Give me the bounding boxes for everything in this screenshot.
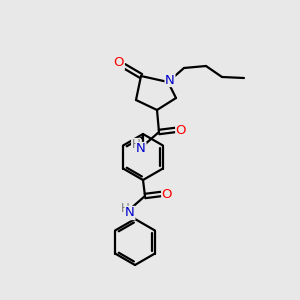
- Text: O: O: [176, 124, 186, 136]
- Text: N: N: [136, 142, 146, 155]
- Text: H: H: [121, 202, 129, 215]
- Text: H: H: [132, 139, 140, 152]
- Text: O: O: [162, 188, 172, 200]
- Text: N: N: [125, 206, 135, 220]
- Text: O: O: [114, 56, 124, 70]
- Text: N: N: [165, 74, 175, 86]
